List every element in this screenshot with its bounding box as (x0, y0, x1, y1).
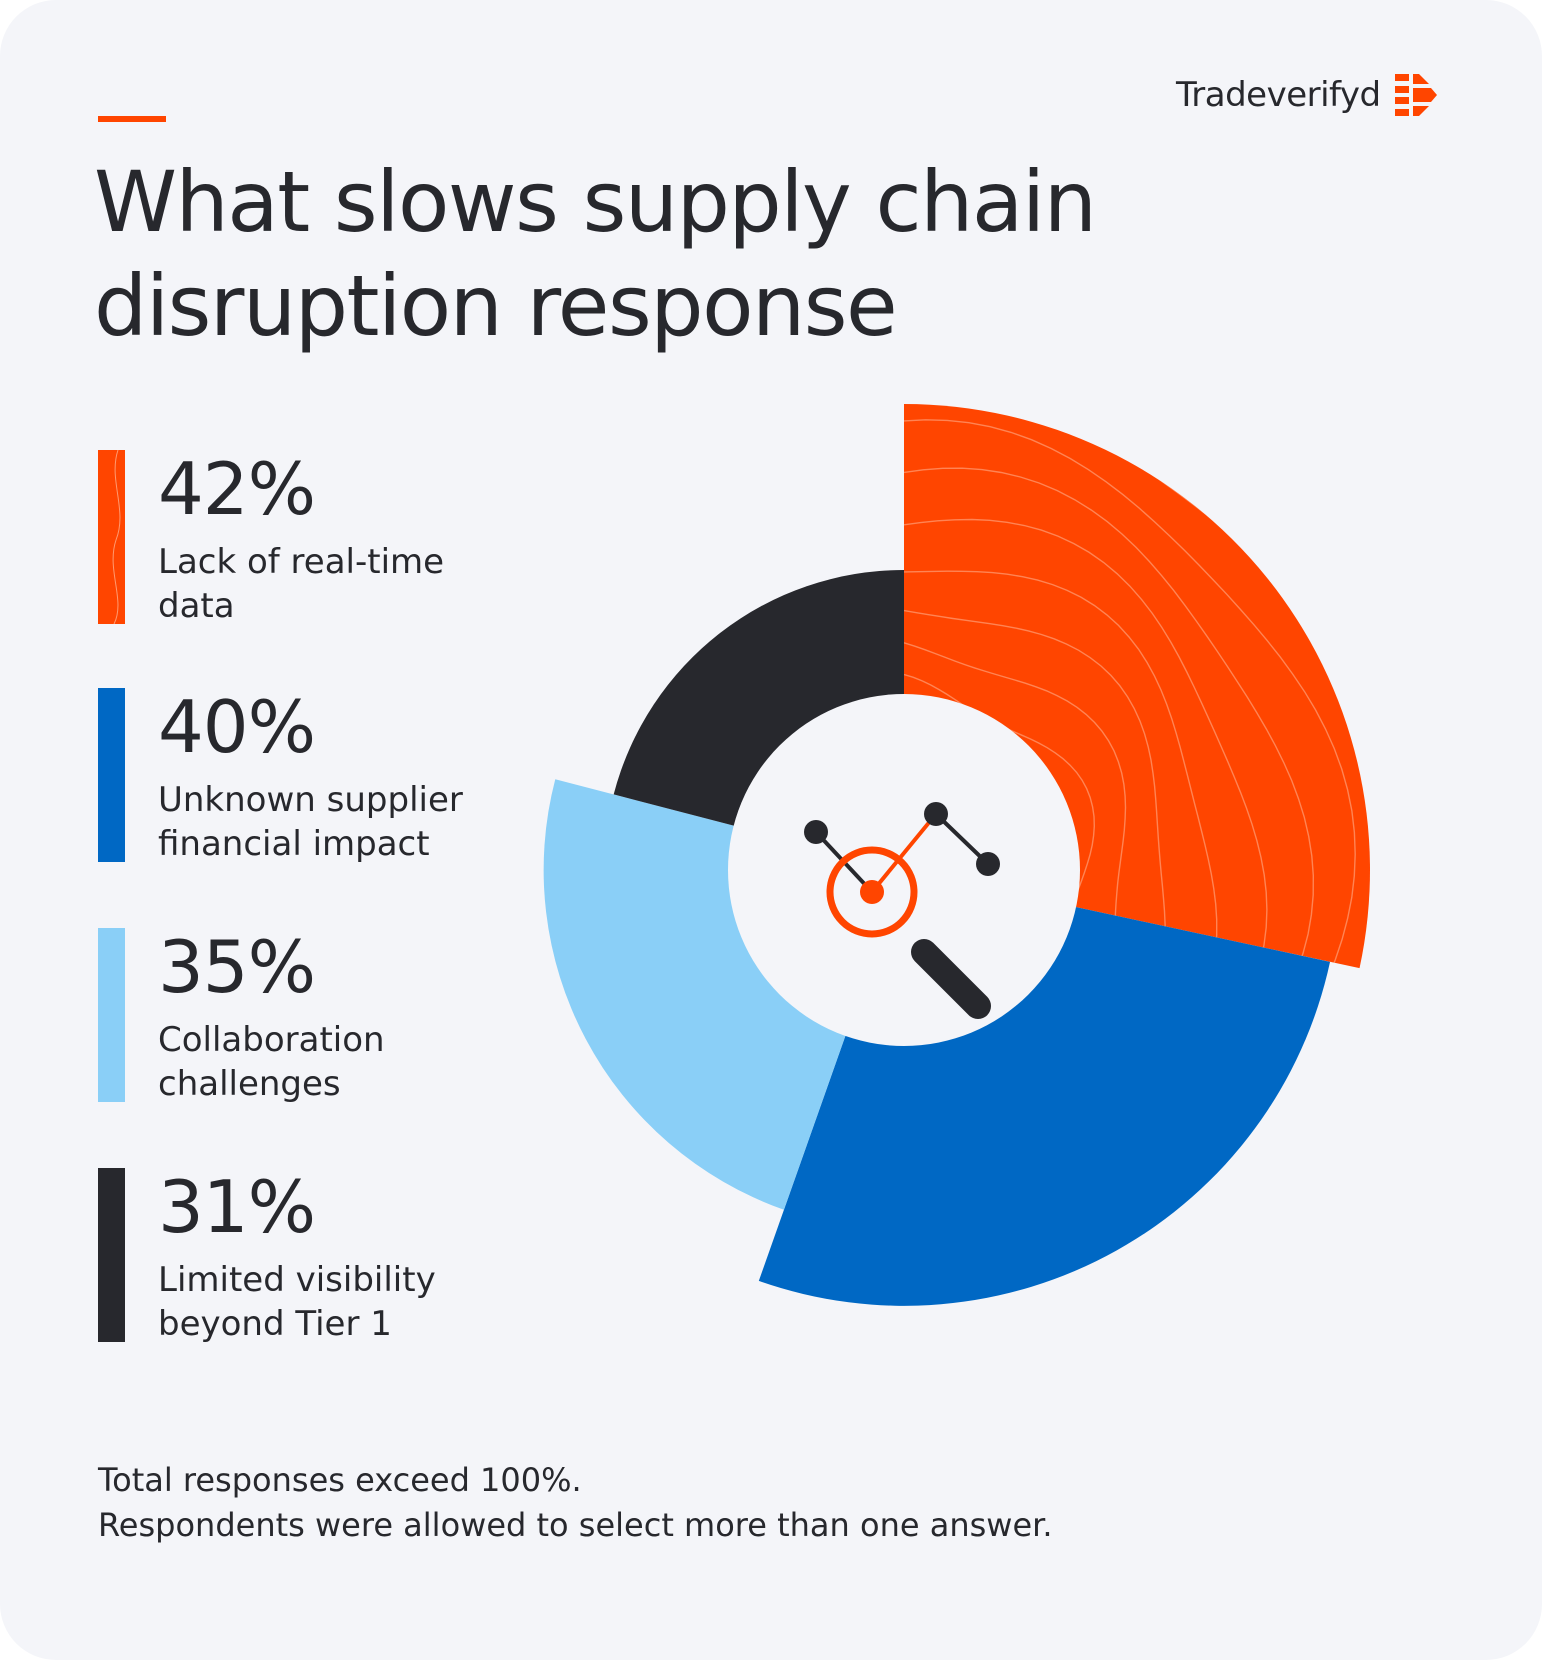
brand: Tradeverifyd (1176, 70, 1437, 120)
brand-name: Tradeverifyd (1176, 75, 1381, 115)
tradeverifyd-logo-icon (1394, 74, 1437, 116)
legend-item-real-time-data: 42% Lack of real-time data (98, 447, 558, 626)
legend-label: Lack of real-time data (158, 540, 558, 628)
legend-swatch-dark (98, 1168, 125, 1342)
wave-pattern-icon (112, 450, 121, 624)
legend-percent: 31% (158, 1165, 316, 1249)
legend-label: Limited visibility beyond Tier 1 (158, 1258, 558, 1346)
magnifier-analytics-icon (804, 802, 1000, 1019)
legend-item-collaboration-challenges: 35% Collaboration challenges (98, 925, 558, 1104)
legend-swatch-light-blue (98, 928, 125, 1102)
footnote-line-2: Respondents were allowed to select more … (98, 1506, 1053, 1544)
legend-item-limited-visibility: 31% Limited visibility beyond Tier 1 (98, 1165, 558, 1344)
legend-swatch-blue (98, 688, 125, 862)
legend-label-line-1: Lack of real-time (158, 542, 445, 582)
contour-line (904, 609, 1166, 965)
legend-label: Collaboration challenges (158, 1018, 558, 1106)
legend-percent: 40% (158, 685, 316, 769)
contour-line (904, 419, 1356, 969)
legend-label-line-1: Limited visibility (158, 1260, 436, 1300)
legend-item-supplier-financial-impact: 40% Unknown supplier financial impact (98, 685, 558, 864)
legend-swatch-orange (98, 450, 125, 624)
legend-label-line-1: Collaboration (158, 1020, 385, 1060)
legend-percent: 42% (158, 447, 316, 531)
legend-label-line-2: financial impact (158, 824, 430, 864)
legend-label-line-1: Unknown supplier (158, 780, 463, 820)
legend-label: Unknown supplier financial impact (158, 778, 558, 866)
title-accent-bar (98, 116, 166, 122)
contour-line (904, 673, 1096, 930)
footnote-line-1: Total responses exceed 100%. (98, 1461, 582, 1499)
contour-line (904, 467, 1315, 969)
page-title: What slows supply chain disruption respo… (94, 150, 1194, 358)
legend-label-line-2: data (158, 586, 235, 626)
title-line-2: disruption response (94, 257, 898, 355)
legend-label-line-2: beyond Tier 1 (158, 1304, 392, 1344)
legend-percent: 35% (158, 925, 316, 1009)
radial-donut-chart (543, 404, 1370, 1306)
contour-line (904, 642, 1127, 947)
footnote: Total responses exceed 100%. Respondents… (98, 1458, 1398, 1548)
title-line-1: What slows supply chain (94, 153, 1097, 251)
contour-line (904, 570, 1218, 969)
contour-line (904, 518, 1268, 969)
legend-label-line-2: challenges (158, 1064, 341, 1104)
